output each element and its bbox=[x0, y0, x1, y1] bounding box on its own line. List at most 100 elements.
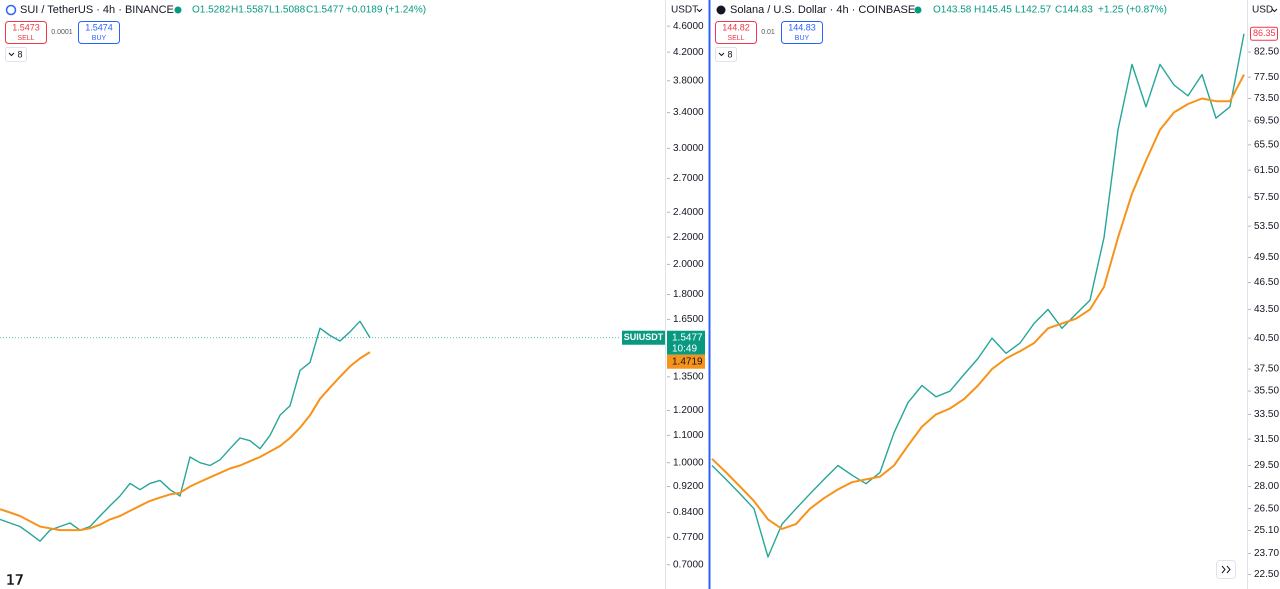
sell-label: SELL bbox=[727, 35, 744, 42]
y-tick-label: 3.0000 bbox=[673, 143, 704, 154]
spread: 0.01 bbox=[761, 29, 775, 36]
indicator-count: 8 bbox=[17, 49, 22, 59]
y-tick-label: 29.50 bbox=[1254, 460, 1279, 471]
ohlc-low: L142.57 bbox=[1015, 5, 1052, 16]
buy-price: 1.5474 bbox=[85, 22, 113, 32]
y-tick-label: 28.00 bbox=[1254, 481, 1279, 492]
ohlc-open: O1.5282 bbox=[192, 5, 231, 16]
y-tick-label: 69.50 bbox=[1254, 116, 1279, 127]
last-price-label: 86.35 bbox=[1253, 28, 1276, 38]
countdown-label: 10:49 bbox=[672, 343, 697, 354]
y-tick-label: 25.10 bbox=[1254, 525, 1279, 536]
buy-label: BUY bbox=[92, 35, 107, 42]
status-dot bbox=[914, 6, 922, 14]
logo[interactable]: 𝟣𝟩 bbox=[6, 572, 24, 588]
sell-button[interactable] bbox=[5, 21, 47, 44]
buy-label: BUY bbox=[795, 35, 810, 42]
price-line bbox=[711, 33, 1245, 558]
buy-button[interactable] bbox=[781, 21, 823, 44]
symbol-icon bbox=[5, 4, 17, 16]
y-tick-label: 31.50 bbox=[1254, 434, 1279, 445]
moving-average bbox=[0, 351, 371, 532]
y-tick-label: 2.7000 bbox=[673, 173, 704, 184]
y-tick-label: 37.50 bbox=[1254, 364, 1279, 375]
y-tick-label: 3.8000 bbox=[673, 75, 704, 86]
y-tick-label: 1.8000 bbox=[673, 289, 704, 300]
indicators-toggle[interactable] bbox=[5, 47, 27, 62]
last-price-tag bbox=[667, 330, 705, 355]
ohlc-low: L1.5088 bbox=[269, 5, 306, 16]
y-tick-label: 49.50 bbox=[1254, 252, 1279, 263]
moving-average bbox=[711, 74, 1245, 530]
y-tick-label: 1.2000 bbox=[673, 405, 704, 416]
y-tick-label: 82.50 bbox=[1254, 47, 1279, 58]
symbol-title[interactable]: SUI / TetherUS · 4h · BINANCE bbox=[20, 4, 174, 16]
y-tick-label: 1.6500 bbox=[673, 314, 704, 325]
indicators-toggle[interactable] bbox=[715, 47, 737, 62]
y-tick-label: 2.0000 bbox=[673, 259, 704, 270]
chevron bbox=[718, 52, 725, 57]
y-tick-label: 35.50 bbox=[1254, 386, 1279, 397]
ohlc-close: C1.5477 bbox=[306, 5, 344, 16]
status-dot bbox=[174, 6, 182, 14]
y-tick-label: 0.9200 bbox=[673, 481, 704, 492]
double-chevron bbox=[1221, 565, 1231, 574]
y-tick-label: 53.50 bbox=[1254, 221, 1279, 232]
buy-button[interactable] bbox=[78, 21, 120, 44]
y-tick-label: 23.70 bbox=[1254, 548, 1279, 559]
y-tick-label: 0.7700 bbox=[673, 532, 704, 543]
ohlc-open: O143.58 bbox=[933, 5, 972, 16]
currency-selector[interactable]: USDT bbox=[671, 5, 698, 16]
ohlc-high: H145.45 bbox=[974, 5, 1012, 16]
symbol-icon bbox=[716, 5, 726, 15]
scroll-to-realtime[interactable] bbox=[1216, 560, 1236, 579]
y-tick-label: 57.50 bbox=[1254, 192, 1279, 203]
y-tick-label: 1.3500 bbox=[673, 371, 704, 382]
ohlc-high: H1.5587 bbox=[231, 5, 269, 16]
sell-label: SELL bbox=[17, 35, 34, 42]
ma-tag bbox=[667, 354, 705, 369]
last-price-tag bbox=[1250, 26, 1278, 41]
y-tick-label: 73.50 bbox=[1254, 93, 1279, 104]
y-tick-label: 4.6000 bbox=[673, 21, 704, 32]
chevron bbox=[1271, 8, 1278, 13]
price-line bbox=[0, 320, 371, 542]
sell-button[interactable] bbox=[715, 21, 757, 44]
currency-selector[interactable]: USD bbox=[1252, 5, 1273, 16]
ohlc-change: +0.0189 (+1.24%) bbox=[346, 5, 426, 16]
y-tick-label: 61.50 bbox=[1254, 165, 1279, 176]
y-tick-label: 3.4000 bbox=[673, 107, 704, 118]
y-tick-label: 4.2000 bbox=[673, 47, 704, 58]
y-tick-label: 43.50 bbox=[1254, 304, 1279, 315]
indicator-count: 8 bbox=[727, 49, 732, 59]
y-tick-label: 1.0000 bbox=[673, 457, 704, 468]
y-tick-label: 40.50 bbox=[1254, 333, 1279, 344]
symbol-title[interactable]: Solana / U.S. Dollar · 4h · COINBASE bbox=[730, 4, 915, 16]
y-tick-label: 26.50 bbox=[1254, 503, 1279, 514]
ohlc-close: C144.83 bbox=[1055, 5, 1093, 16]
sell-price: 144.82 bbox=[722, 22, 750, 32]
buy-price: 144.83 bbox=[788, 22, 816, 32]
ohlc-change: +1.25 (+0.87%) bbox=[1098, 5, 1167, 16]
y-tick-label: 2.4000 bbox=[673, 207, 704, 218]
y-tick-label: 22.50 bbox=[1254, 569, 1279, 580]
spread: 0.0001 bbox=[51, 29, 73, 36]
y-tick-label: 77.50 bbox=[1254, 72, 1279, 83]
y-tick-label: 1.1000 bbox=[673, 430, 704, 441]
y-tick-label: 0.8400 bbox=[673, 507, 704, 518]
last-price-label: 1.5477 bbox=[672, 332, 703, 343]
ma-label: 1.4719 bbox=[672, 356, 703, 367]
chevron bbox=[696, 8, 703, 13]
y-tick-label: 33.50 bbox=[1254, 409, 1279, 420]
y-tick-label: 46.50 bbox=[1254, 277, 1279, 288]
y-tick-label: 65.50 bbox=[1254, 139, 1279, 150]
y-tick-label: 2.2000 bbox=[673, 232, 704, 243]
symbol-tag-label: SUIUSDT bbox=[624, 332, 664, 342]
y-tick-label: 0.7000 bbox=[673, 559, 704, 570]
sell-price: 1.5473 bbox=[12, 22, 40, 32]
chevron bbox=[8, 52, 15, 57]
symbol-tag bbox=[622, 330, 665, 345]
